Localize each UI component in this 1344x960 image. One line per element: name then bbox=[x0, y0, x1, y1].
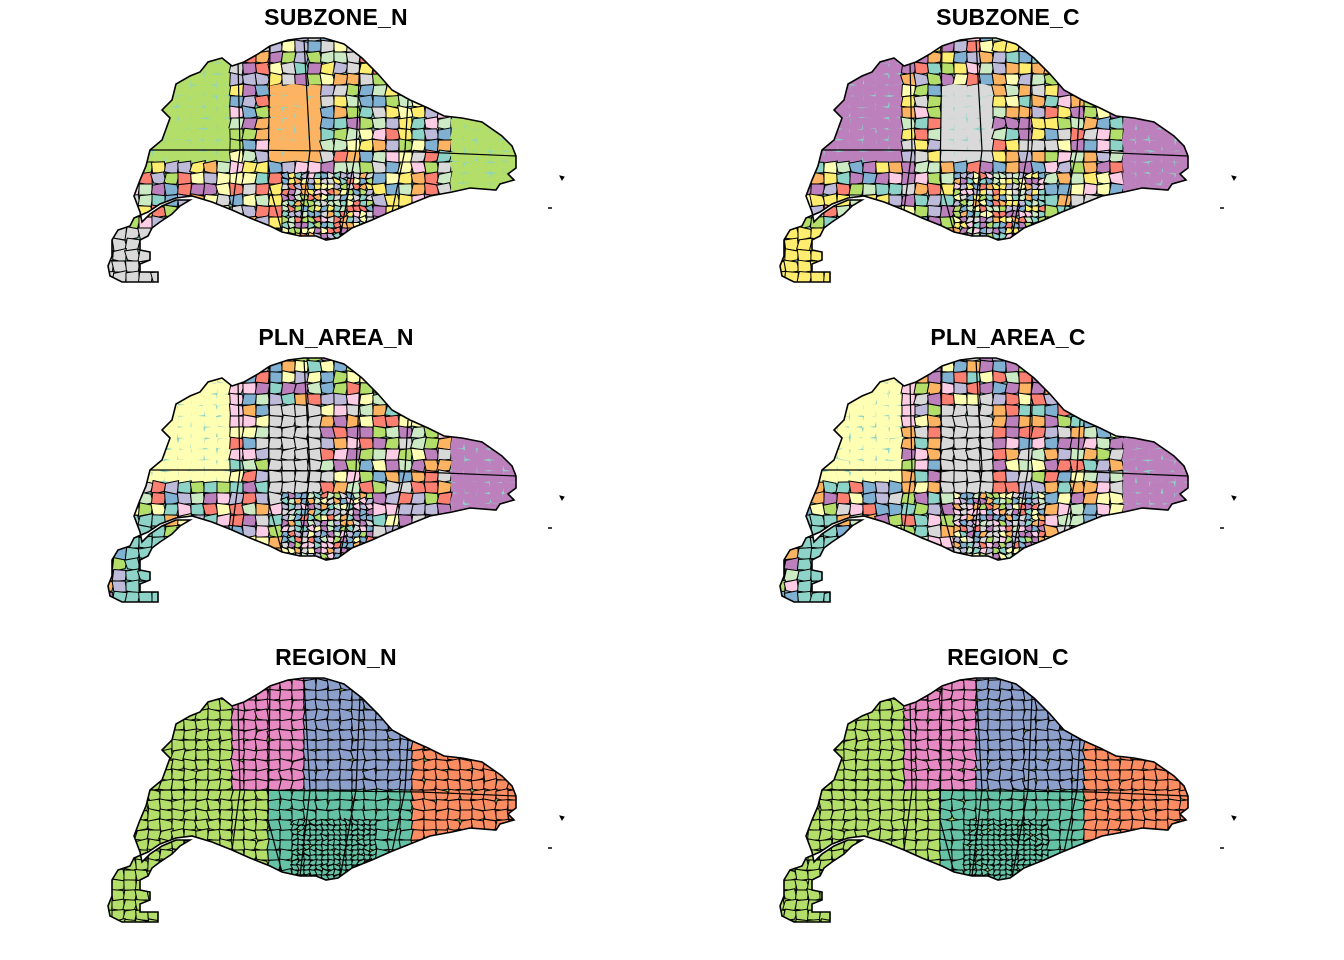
panel-title: REGION_N bbox=[275, 644, 397, 670]
choropleth-map bbox=[779, 37, 1237, 283]
choropleth-map bbox=[107, 37, 565, 283]
choropleth-map bbox=[779, 357, 1237, 603]
choropleth-map bbox=[779, 677, 1237, 923]
panel-title: PLN_AREA_C bbox=[930, 324, 1086, 350]
choropleth-map bbox=[107, 357, 565, 603]
panel-title: SUBZONE_N bbox=[264, 4, 408, 30]
map-panel-pln-area-c: PLN_AREA_C bbox=[672, 320, 1344, 640]
panel-title: SUBZONE_C bbox=[936, 4, 1080, 30]
panel-title: REGION_C bbox=[947, 644, 1069, 670]
panel-title: PLN_AREA_N bbox=[258, 324, 414, 350]
map-panel-region-n: REGION_N bbox=[0, 640, 672, 960]
map-panel-subzone-c: SUBZONE_C bbox=[672, 0, 1344, 320]
map-panel-pln-area-n: PLN_AREA_N bbox=[0, 320, 672, 640]
map-panel-region-c: REGION_C bbox=[672, 640, 1344, 960]
map-panel-subzone-n: SUBZONE_N bbox=[0, 0, 672, 320]
choropleth-map bbox=[107, 677, 565, 923]
